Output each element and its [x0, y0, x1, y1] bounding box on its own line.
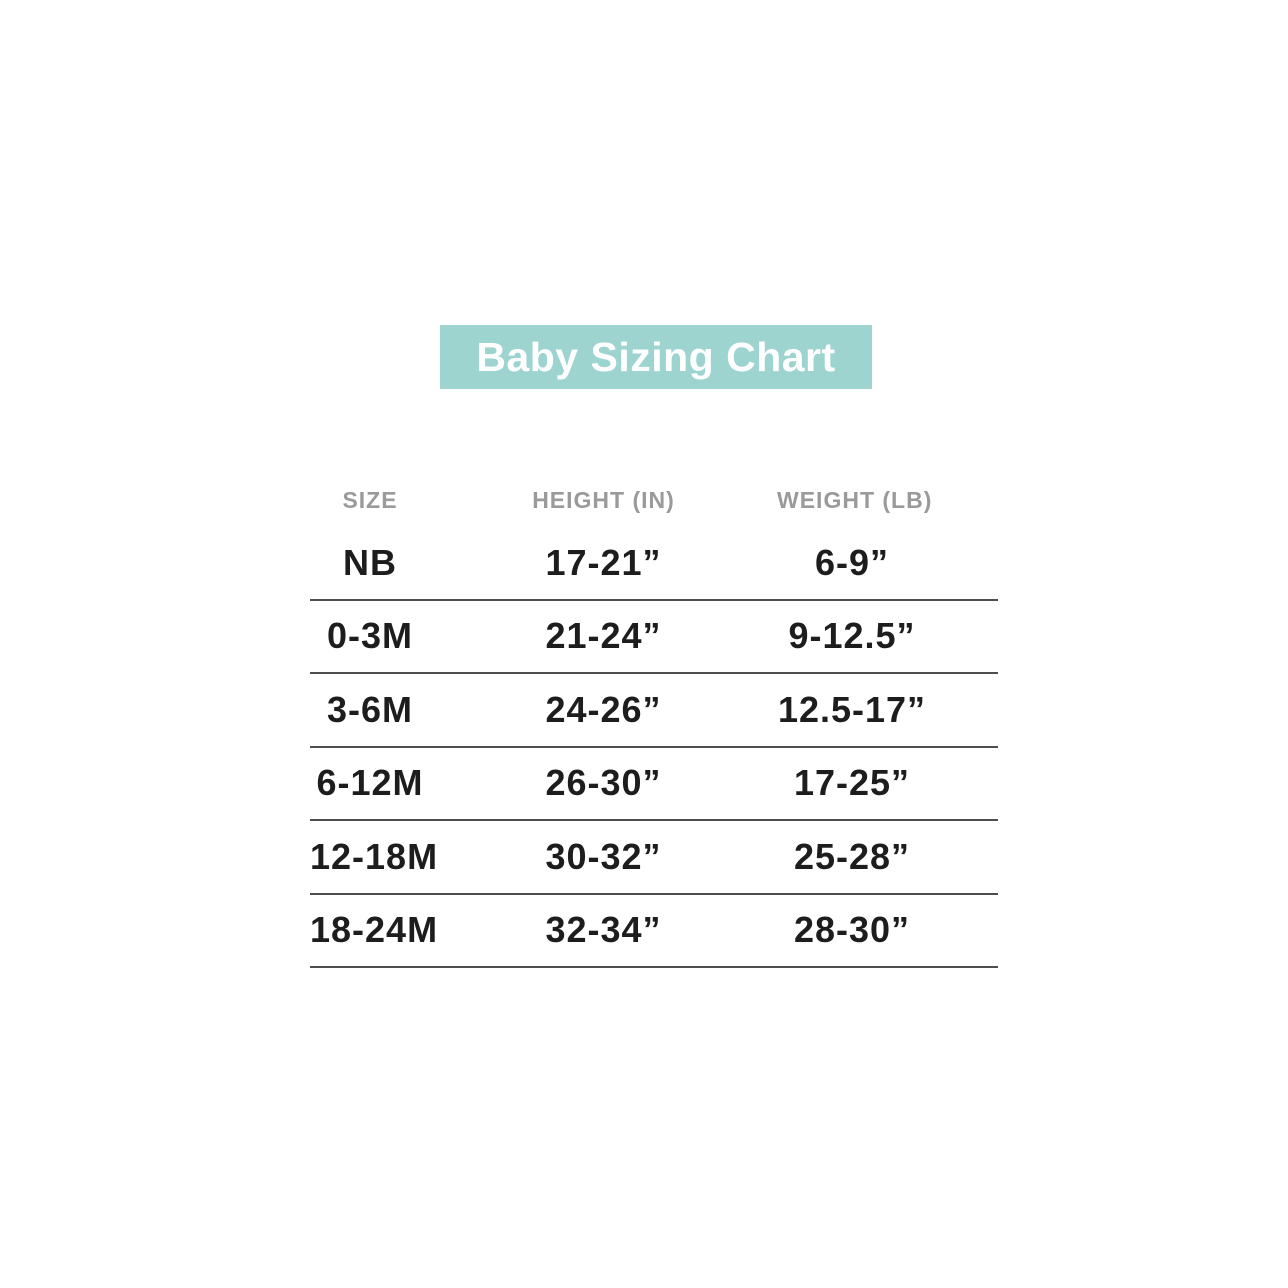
table-row-nb: NB 17-21” 6-9”: [310, 527, 998, 601]
height-value: 30-32”: [545, 835, 662, 877]
size-value: 12-18M: [310, 835, 439, 877]
weight-value: 9-12.5”: [788, 615, 916, 657]
table-row-18-24m: 18-24M 32-34” 28-30”: [310, 895, 998, 968]
weight-value: 25-28”: [793, 835, 911, 877]
page-title: Baby Sizing Chart: [476, 333, 836, 380]
weight-value: 6-9”: [814, 541, 890, 583]
table-row-12-18m: 12-18M 30-32” 25-28”: [310, 821, 998, 895]
table-row-3-6m: 3-6M 24-26” 12.5-17”: [310, 674, 998, 748]
weight-value: 17-25”: [793, 762, 911, 804]
height-value: 32-34”: [545, 909, 662, 951]
height-value: 26-30”: [545, 762, 662, 804]
weight-value: 28-30”: [793, 909, 911, 951]
column-header-height: HEIGHT (IN): [532, 487, 675, 513]
table-header-row: SIZE HEIGHT (IN) WEIGHT (LB): [310, 474, 998, 527]
height-value: 17-21”: [545, 541, 662, 583]
chart-title-banner: Baby Sizing Chart: [440, 325, 872, 389]
height-value: 21-24”: [545, 615, 662, 657]
table-row-6-12m: 6-12M 26-30” 17-25”: [310, 748, 998, 821]
sizing-table: SIZE HEIGHT (IN) WEIGHT (LB) NB 17-21” 6…: [310, 474, 998, 968]
height-value: 24-26”: [545, 688, 662, 730]
column-header-weight: WEIGHT (LB): [777, 487, 933, 513]
column-header-size: SIZE: [342, 487, 398, 513]
size-value: 0-3M: [326, 615, 414, 657]
size-value: 6-12M: [316, 762, 424, 804]
table-row-0-3m: 0-3M 21-24” 9-12.5”: [310, 601, 998, 674]
size-value: 18-24M: [310, 909, 439, 951]
size-value: 3-6M: [326, 688, 414, 730]
weight-value: 12.5-17”: [777, 688, 927, 730]
size-value: NB: [343, 541, 397, 583]
